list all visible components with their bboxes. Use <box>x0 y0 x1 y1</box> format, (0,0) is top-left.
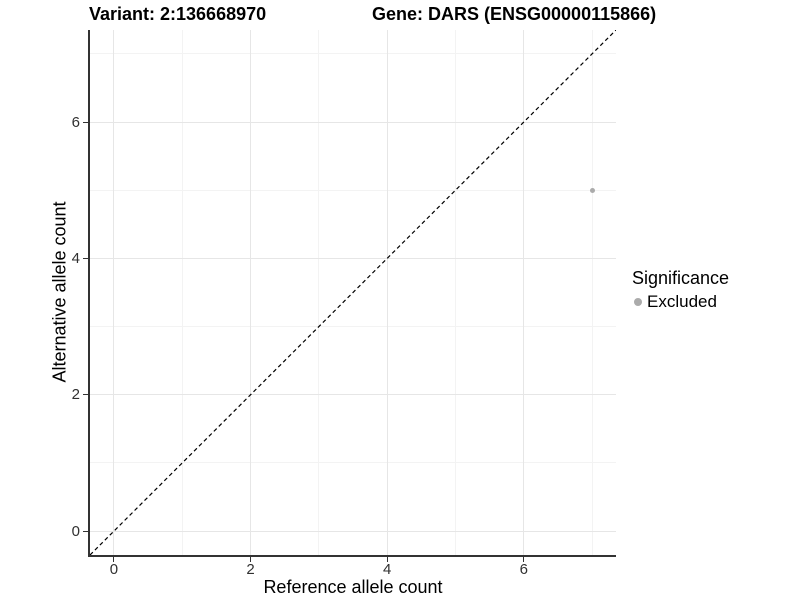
data-point <box>589 187 595 193</box>
y-tick-label: 2 <box>71 386 80 404</box>
gridline-minor-vertical <box>181 30 183 555</box>
gridline-major-horizontal <box>90 394 616 396</box>
y-tick-label: 4 <box>71 249 80 267</box>
x-tick-mark <box>113 557 115 562</box>
gridline-minor-vertical <box>591 30 593 555</box>
x-tick-mark <box>250 557 252 562</box>
y-axis-label: Alternative allele count <box>49 201 70 383</box>
x-tick-label: 6 <box>519 561 528 578</box>
legend: Significance Excluded <box>632 268 729 312</box>
gridline-major-vertical <box>386 30 388 555</box>
gridline-minor-horizontal <box>90 326 616 328</box>
legend-point-icon <box>634 298 642 306</box>
y-tick-label: 6 <box>71 113 80 131</box>
gridline-major-horizontal <box>90 121 616 123</box>
gridline-minor-horizontal <box>90 189 616 191</box>
y-tick-label: 0 <box>71 522 80 540</box>
gridline-minor-horizontal <box>90 462 616 464</box>
plot-title-variant: Variant: 2:136668970 <box>89 4 267 24</box>
x-tick-label: 0 <box>109 561 119 578</box>
x-axis-line <box>88 555 616 557</box>
legend-item-label: Excluded <box>647 292 717 311</box>
gridline-major-vertical <box>523 30 525 555</box>
legend-item: Excluded <box>634 292 729 312</box>
gridline-minor-horizontal <box>90 53 616 55</box>
x-axis-label: Reference allele count <box>263 577 443 597</box>
gridline-major-vertical <box>250 30 252 555</box>
gridline-major-horizontal <box>90 257 616 259</box>
y-tick-mark <box>83 257 88 259</box>
x-tick-label: 2 <box>246 561 255 578</box>
x-tick-label: 4 <box>382 561 392 578</box>
legend-title: Significance <box>632 268 730 288</box>
gridline-minor-vertical <box>454 30 456 555</box>
x-tick-mark <box>386 557 388 562</box>
gridline-minor-vertical <box>318 30 320 555</box>
y-tick-mark <box>83 121 88 123</box>
y-tick-mark <box>83 530 88 532</box>
identity-reference-line <box>90 30 616 555</box>
y-tick-mark <box>83 394 88 396</box>
gridline-major-horizontal <box>90 530 616 532</box>
plot-title-gene: Gene: DARS (ENSG00000115866) <box>372 4 657 24</box>
x-tick-mark <box>523 557 525 562</box>
gridline-major-vertical <box>113 30 115 555</box>
y-axis-line <box>88 30 90 557</box>
